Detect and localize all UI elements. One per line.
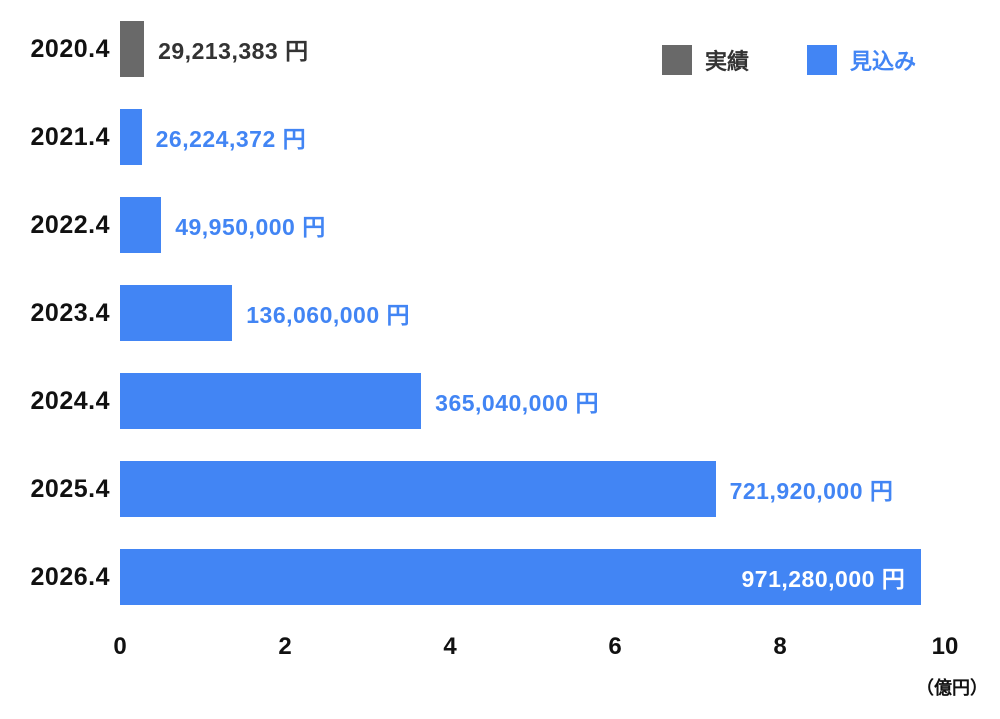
legend-label-forecast: 見込み	[850, 49, 917, 74]
bar-2024-4: 365,040,000 円	[120, 373, 598, 429]
legend: 実績 見込み	[662, 44, 916, 76]
legend-label-actual: 実績	[705, 49, 750, 74]
bar-track: 136,060,000 円	[120, 285, 945, 341]
x-tick: 10	[931, 633, 959, 660]
value-label: 26,224,372 円	[155, 126, 307, 152]
x-tick: 8	[773, 633, 787, 660]
value-label: 721,920,000 円	[729, 478, 894, 504]
legend-item-actual: 実績	[662, 44, 749, 76]
x-axis-unit-label: （億円）	[916, 678, 988, 698]
legend-item-forecast: 見込み	[807, 44, 916, 76]
bar-2026-4: 971,280,000 円	[120, 549, 922, 605]
value-label: 29,213,383 円	[158, 38, 309, 64]
bar-track: 971,280,000 円	[120, 549, 945, 605]
x-tick: 0	[113, 633, 127, 660]
chart-row: 2026.4 971,280,000 円	[0, 533, 1000, 621]
legend-swatch-forecast-icon	[807, 45, 838, 75]
x-axis: 0 2 4 6 8 10	[113, 633, 958, 665]
bar-track: 29,213,383 円	[120, 21, 945, 77]
x-tick: 2	[278, 633, 292, 660]
bar-track: 49,950,000 円	[120, 197, 945, 253]
chart-row: 2023.4 136,060,000 円	[0, 269, 1000, 357]
category-label: 2025.4	[30, 474, 110, 503]
chart-row: 2022.4 49,950,000 円	[0, 181, 1000, 269]
chart-row: 2020.4 29,213,383 円	[0, 5, 1000, 93]
chart-row: 2024.4 365,040,000 円	[0, 357, 1000, 445]
bar-2020-4: 29,213,383 円	[120, 21, 308, 77]
value-label: 49,950,000 円	[175, 214, 326, 240]
legend-swatch-actual-icon	[662, 45, 692, 75]
category-label: 2020.4	[30, 34, 110, 63]
bar-track: 26,224,372 円	[120, 109, 945, 165]
category-label: 2024.4	[30, 386, 110, 415]
x-tick: 4	[443, 633, 457, 660]
bar-2023-4: 136,060,000 円	[120, 285, 410, 341]
category-label: 2022.4	[30, 210, 110, 239]
bar-2021-4: 26,224,372 円	[120, 109, 306, 165]
value-label: 971,280,000 円	[741, 566, 906, 592]
bar-2022-4: 49,950,000 円	[120, 197, 325, 253]
category-label: 2023.4	[30, 298, 110, 327]
bar-2025-4: 721,920,000 円	[120, 461, 893, 517]
value-label: 365,040,000 円	[435, 390, 599, 416]
x-tick: 6	[608, 633, 622, 660]
bar-track: 365,040,000 円	[120, 373, 945, 429]
category-label: 2026.4	[30, 562, 110, 591]
value-label: 136,060,000 円	[246, 302, 411, 328]
plot-area: 2020.4 29,213,383 円 2021.4 26,224,372 円 …	[0, 5, 1000, 621]
category-label: 2021.4	[30, 122, 110, 151]
chart-row: 2025.4 721,920,000 円	[0, 445, 1000, 533]
bar-track: 721,920,000 円	[120, 461, 945, 517]
chart-row: 2021.4 26,224,372 円	[0, 93, 1000, 181]
